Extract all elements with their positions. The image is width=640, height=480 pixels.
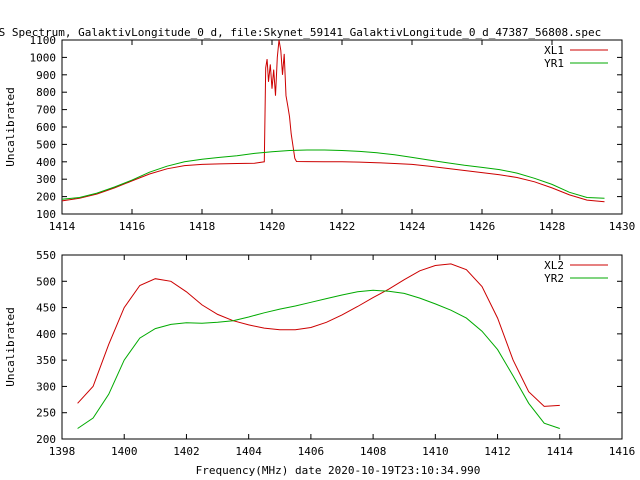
y-tick-label: 400 xyxy=(36,328,56,341)
y-tick-label: 800 xyxy=(36,86,56,99)
legend-label: YR2 xyxy=(544,272,564,285)
x-tick-label: 1420 xyxy=(259,220,286,233)
y-tick-label: 700 xyxy=(36,104,56,117)
y-tick-label: 250 xyxy=(36,407,56,420)
x-tick-label: 1414 xyxy=(547,445,574,458)
legend-label: YR1 xyxy=(544,57,564,70)
x-tick-label: 1418 xyxy=(189,220,216,233)
x-tick-label: 1430 xyxy=(609,220,636,233)
y-tick-label: 500 xyxy=(36,275,56,288)
x-tick-label: 1406 xyxy=(298,445,325,458)
y-tick-label: 400 xyxy=(36,156,56,169)
x-tick-label: 1422 xyxy=(329,220,356,233)
x-tick-label: 1402 xyxy=(173,445,200,458)
y-tick-label: 550 xyxy=(36,249,56,262)
y-tick-label: 500 xyxy=(36,138,56,151)
x-tick-label: 1416 xyxy=(609,445,636,458)
x-tick-label: 1408 xyxy=(360,445,387,458)
series-line-yr1 xyxy=(61,149,605,200)
series-line-xl1 xyxy=(61,39,605,203)
y-axis-label: Uncalibrated xyxy=(4,87,17,166)
y-tick-label: 900 xyxy=(36,69,56,82)
x-tick-label: 1424 xyxy=(399,220,426,233)
y-tick-label: 350 xyxy=(36,354,56,367)
y-tick-label: 600 xyxy=(36,121,56,134)
y-tick-label: 1100 xyxy=(30,34,57,47)
y-tick-label: 450 xyxy=(36,302,56,315)
bottom-plot: 1398 1400 1402 1404 1406 1408 1410 1412 1414 1416… xyxy=(4,249,635,458)
y-tick-label: 1000 xyxy=(30,51,57,64)
plot-frame xyxy=(61,39,623,215)
x-tick-label: 1428 xyxy=(539,220,566,233)
y-tick-label: 200 xyxy=(36,191,56,204)
x-tick-label: 1404 xyxy=(235,445,262,458)
x-tick-label: 1416 xyxy=(119,220,146,233)
x-axis-label: Frequency(MHz) date 2020-10-19T23:10:34.… xyxy=(196,464,481,477)
x-tick-label: 1410 xyxy=(422,445,449,458)
y-tick-label: 200 xyxy=(36,433,56,446)
top-plot: 1414 1416 1418 1420 1422 1424 1426 1428 1430 100 2… xyxy=(4,34,635,233)
y-tick-label: 100 xyxy=(36,208,56,221)
x-tick-label: 1414 xyxy=(49,220,76,233)
chart-title: ES Spectrum, GalaktivLongitude_0_d, file… xyxy=(0,26,601,39)
legend-label: XL1 xyxy=(544,44,564,57)
x-tick-label: 1398 xyxy=(49,445,76,458)
y-axis-label: Uncalibrated xyxy=(4,307,17,386)
series-line-yr2 xyxy=(77,289,560,429)
x-tick-label: 1400 xyxy=(111,445,138,458)
series-line-xl2 xyxy=(77,263,560,407)
y-tick-label: 300 xyxy=(36,380,56,393)
x-tick-label: 1412 xyxy=(484,445,511,458)
x-tick-label: 1426 xyxy=(469,220,496,233)
legend-label: XL2 xyxy=(544,259,564,272)
plot-frame xyxy=(61,254,623,440)
y-tick-label: 300 xyxy=(36,173,56,186)
